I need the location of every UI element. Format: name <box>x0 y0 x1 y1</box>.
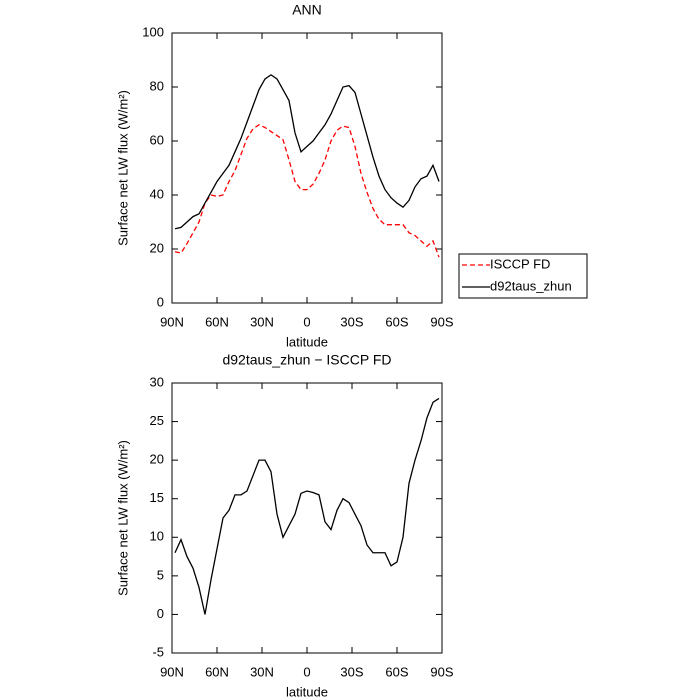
x-tick-label: 90N <box>160 314 184 329</box>
data-line <box>174 74 440 230</box>
x-tick-label: 30S <box>340 314 363 329</box>
y-tick-label: 60 <box>150 132 164 147</box>
y-tick-label: 20 <box>150 240 164 255</box>
x-tick-label: 90N <box>160 664 184 679</box>
data-line <box>174 397 440 615</box>
x-tick-label: 30N <box>250 314 274 329</box>
y-tick-label: 0 <box>157 606 164 621</box>
y-tick-label: 20 <box>150 452 164 467</box>
plot-frame <box>171 382 443 654</box>
y-tick-label: 30 <box>150 374 164 389</box>
x-axis-label: latitude <box>286 684 328 699</box>
y-tick-label: 25 <box>150 413 164 428</box>
legend-label: ISCCP FD <box>490 256 550 271</box>
x-tick-label: 60N <box>205 314 229 329</box>
y-tick-label: 15 <box>150 490 164 505</box>
y-tick-label: 10 <box>150 529 164 544</box>
x-tick-label: 0 <box>303 664 310 679</box>
chart-title: ANN <box>292 2 322 18</box>
chart-title: d92taus_zhun − ISCCP FD <box>222 352 391 368</box>
x-tick-label: 60S <box>385 664 408 679</box>
x-tick-label: 30S <box>340 664 363 679</box>
y-axis-label: Surface net LW flux (W/m²) <box>115 90 130 246</box>
x-tick-label: 30N <box>250 664 274 679</box>
data-line <box>174 124 440 258</box>
x-tick-label: 90S <box>430 314 453 329</box>
y-tick-label: 100 <box>142 24 164 39</box>
legend-box <box>458 253 588 299</box>
x-tick-label: 90S <box>430 664 453 679</box>
plot-frame <box>171 32 443 304</box>
y-tick-label: 0 <box>157 294 164 309</box>
y-tick-label: 40 <box>150 186 164 201</box>
y-tick-label: -5 <box>152 644 164 659</box>
x-tick-label: 60N <box>205 664 229 679</box>
x-axis-label: latitude <box>286 334 328 349</box>
y-tick-label: 5 <box>157 567 164 582</box>
y-tick-label: 80 <box>150 78 164 93</box>
y-axis-label: Surface net LW flux (W/m²) <box>115 440 130 596</box>
x-tick-label: 60S <box>385 314 408 329</box>
x-tick-label: 0 <box>303 314 310 329</box>
legend-label: d92taus_zhun <box>490 278 572 293</box>
